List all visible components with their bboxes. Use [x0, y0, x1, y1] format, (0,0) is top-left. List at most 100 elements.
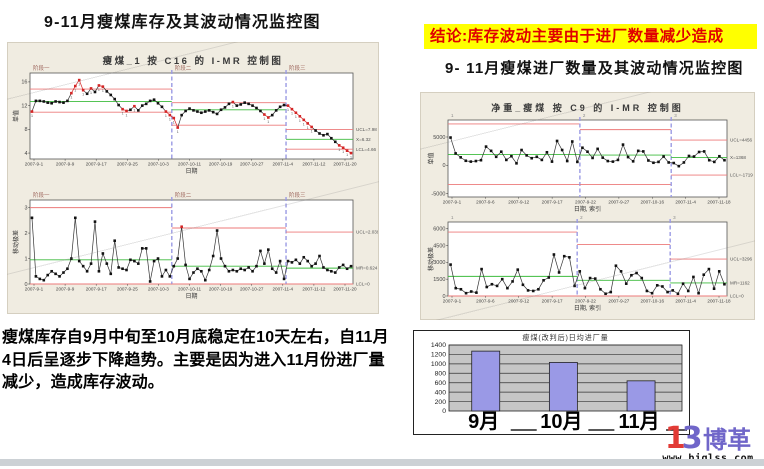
svg-text:1: 1 — [267, 120, 269, 124]
svg-text:1: 1 — [90, 91, 92, 95]
svg-text:移动极差: 移动极差 — [12, 230, 20, 254]
svg-text:1: 1 — [338, 148, 340, 152]
svg-text:MR=0.624: MR=0.624 — [356, 266, 378, 271]
svg-text:2007-9-17: 2007-9-17 — [542, 299, 563, 304]
svg-text:2007-9-22: 2007-9-22 — [575, 299, 596, 304]
monthly-average-bar-chart: 0 200 400 600 800 1000 1200 1400 瘦煤(改判后)日均进厂量 9月 1… — [413, 330, 690, 435]
svg-text:X=1368: X=1368 — [730, 155, 746, 160]
svg-text:8: 8 — [24, 127, 27, 133]
svg-text:5000: 5000 — [433, 135, 445, 141]
svg-text:2007-9-1: 2007-9-1 — [443, 200, 462, 205]
svg-text:MR=1162: MR=1162 — [730, 281, 750, 286]
svg-text:日期: 日期 — [185, 292, 197, 300]
svg-text:0: 0 — [24, 282, 27, 288]
svg-text:2007-9-17: 2007-9-17 — [86, 287, 107, 292]
svg-text:阶段三: 阶段三 — [289, 191, 306, 199]
svg-text:1: 1 — [177, 130, 179, 134]
svg-text:1: 1 — [311, 129, 313, 133]
svg-text:阶段一: 阶段一 — [33, 64, 50, 72]
svg-text:4500: 4500 — [433, 243, 445, 249]
svg-text:9月: 9月 — [468, 411, 499, 432]
svg-text:2007-11-4: 2007-11-4 — [272, 287, 293, 292]
svg-text:2007-11-4: 2007-11-4 — [272, 162, 293, 167]
arrival-individuals-chart: 1 2 3 5000 0 -5000 2007-9-1 2007-9-6 2007-9-12 20… — [425, 108, 761, 216]
svg-text:单值: 单值 — [12, 110, 20, 122]
svg-text:1: 1 — [74, 89, 76, 93]
svg-text:1: 1 — [346, 153, 348, 157]
svg-text:2007-11-4: 2007-11-4 — [675, 299, 696, 304]
svg-text:2007-9-1: 2007-9-1 — [25, 287, 44, 292]
svg-text:2007-10-19: 2007-10-19 — [209, 162, 233, 167]
svg-text:2007-9-22: 2007-9-22 — [575, 200, 596, 205]
svg-text:2007-9-25: 2007-9-25 — [117, 287, 138, 292]
svg-text:2007-11-18: 2007-11-18 — [707, 200, 731, 205]
svg-text:1: 1 — [122, 112, 124, 116]
svg-text:1: 1 — [299, 119, 301, 123]
svg-text:1: 1 — [307, 126, 309, 130]
svg-text:1400: 1400 — [431, 342, 446, 349]
stock-individuals-chart: 阶段一 阶段二 阶段三 1 1 1 1 1 1 1 1 1 1 1 1 1 1 1 1 1 1 1 1 1 1 1 1 1 1 1 1 1 16… — [10, 62, 378, 184]
svg-text:1000: 1000 — [431, 361, 446, 368]
svg-text:UCL=7.98: UCL=7.98 — [356, 127, 377, 132]
svg-text:1: 1 — [451, 215, 454, 220]
svg-text:2007-9-17: 2007-9-17 — [542, 200, 563, 205]
biglss-logo-url: www.biglss.com — [656, 453, 760, 464]
svg-text:-5000: -5000 — [431, 191, 445, 197]
svg-text:2007-11-12: 2007-11-12 — [302, 287, 326, 292]
svg-text:1200: 1200 — [431, 352, 446, 359]
svg-text:1: 1 — [24, 256, 27, 262]
svg-text:单值: 单值 — [427, 152, 435, 164]
svg-text:2007-9-12: 2007-9-12 — [508, 200, 529, 205]
svg-text:16: 16 — [21, 80, 27, 86]
svg-text:1: 1 — [82, 93, 84, 97]
svg-text:1: 1 — [232, 105, 234, 109]
svg-text:1: 1 — [169, 118, 171, 122]
svg-text:12: 12 — [21, 103, 27, 109]
svg-text:UCL=4456: UCL=4456 — [730, 138, 753, 143]
svg-text:400: 400 — [435, 389, 447, 396]
svg-text:4: 4 — [24, 151, 27, 157]
svg-text:LCL=-1719: LCL=-1719 — [730, 173, 753, 178]
svg-text:2007-11-4: 2007-11-4 — [675, 200, 696, 205]
svg-text:0: 0 — [442, 163, 445, 169]
svg-text:3: 3 — [673, 215, 676, 220]
svg-text:1: 1 — [165, 114, 167, 118]
svg-text:2007-9-27: 2007-9-27 — [608, 299, 629, 304]
svg-text:2: 2 — [583, 113, 586, 118]
svg-text:1: 1 — [342, 150, 344, 154]
svg-text:2007-10-11: 2007-10-11 — [178, 287, 202, 292]
svg-text:1: 1 — [263, 117, 265, 121]
svg-text:1: 1 — [31, 114, 33, 118]
svg-text:1: 1 — [133, 109, 135, 113]
svg-text:LCL=0: LCL=0 — [356, 282, 370, 287]
svg-text:800: 800 — [435, 370, 447, 377]
svg-text:1: 1 — [102, 89, 104, 93]
svg-text:2007-10-16: 2007-10-16 — [641, 200, 665, 205]
svg-text:1: 1 — [303, 122, 305, 126]
svg-text:11月: 11月 — [618, 411, 659, 432]
svg-text:600: 600 — [435, 380, 447, 387]
svg-text:1: 1 — [295, 115, 297, 119]
arrival-moving-range-chart: 1 2 3 6000 4500 3000 1500 0 2007-9-1 2007-9-6 2007… — [425, 212, 761, 316]
svg-text:X=6.32: X=6.32 — [356, 137, 371, 142]
svg-text:1: 1 — [173, 121, 175, 125]
arrival-chart-title: 净重_瘦煤 按 C9 的 I-MR 控制图 — [491, 103, 684, 113]
svg-text:0: 0 — [442, 294, 445, 300]
svg-text:2007-10-27: 2007-10-27 — [240, 287, 264, 292]
svg-text:2007-10-11: 2007-10-11 — [178, 162, 202, 167]
svg-text:1: 1 — [287, 108, 289, 112]
page-title-left: 9-11月瘦煤库存及其波动情况监控图 — [44, 14, 321, 31]
svg-text:2007-11-20: 2007-11-20 — [333, 287, 357, 292]
svg-text:LCL=0: LCL=0 — [730, 294, 744, 299]
svg-text:UCL=2.039: UCL=2.039 — [356, 230, 378, 235]
svg-text:2007-9-25: 2007-9-25 — [117, 162, 138, 167]
svg-text:1: 1 — [78, 83, 80, 87]
svg-text:1: 1 — [98, 88, 100, 92]
svg-text:阶段三: 阶段三 — [289, 64, 306, 72]
svg-text:LCL=4.66: LCL=4.66 — [356, 147, 376, 152]
svg-text:1500: 1500 — [433, 277, 445, 283]
svg-text:2007-9-9: 2007-9-9 — [56, 287, 75, 292]
svg-text:2007-9-6: 2007-9-6 — [476, 299, 495, 304]
svg-text:2007-10-16: 2007-10-16 — [641, 299, 665, 304]
svg-text:1: 1 — [126, 113, 128, 117]
